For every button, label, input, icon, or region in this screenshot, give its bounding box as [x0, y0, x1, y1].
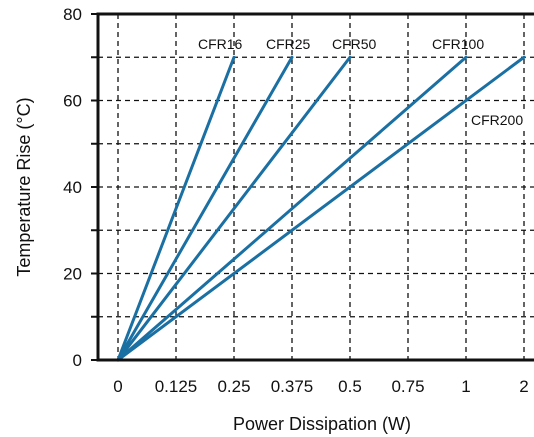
x-tick-label: 0.5 — [338, 377, 362, 396]
x-tick-label: 0.125 — [155, 377, 198, 396]
x-tick-label: 0 — [113, 377, 122, 396]
series-label-cfr50: CFR50 — [332, 36, 377, 52]
series-label-cfr100: CFR100 — [432, 36, 484, 52]
x-tick-label: 0.375 — [271, 377, 314, 396]
series-line-cfr200 — [116, 55, 526, 362]
series-label-cfr16: CFR16 — [198, 36, 243, 52]
y-tick-label: 20 — [63, 265, 82, 284]
x-tick-label: 0.25 — [217, 377, 250, 396]
y-tick-label: 40 — [63, 178, 82, 197]
x-axis-title: Power Dissipation (W) — [233, 414, 411, 434]
x-tick-label: 2 — [519, 377, 528, 396]
x-tick-label: 1 — [461, 377, 470, 396]
x-tick-label: 0.75 — [391, 377, 424, 396]
series-line-cfr16 — [116, 55, 236, 362]
series-line-cfr100 — [116, 55, 468, 362]
series-lines — [116, 55, 526, 362]
y-axis-title: Temperature Rise (°C) — [14, 97, 34, 276]
series-label-background — [469, 112, 534, 130]
y-tick-label: 60 — [63, 92, 82, 111]
series-line-cfr50 — [116, 55, 352, 362]
y-tick-label: 80 — [63, 5, 82, 24]
series-labels: CFR16 CFR25 CFR50 CFR100 CFR200 — [198, 36, 534, 130]
series-label-cfr25: CFR25 — [266, 36, 311, 52]
tick-labels: 0 20 40 60 80 0 0.125 0.25 0.375 0.5 0.75 1 2 — [63, 5, 529, 396]
series-line-cfr25 — [116, 55, 294, 362]
y-tick-label: 0 — [73, 351, 82, 370]
series-label-cfr200: CFR200 — [471, 112, 523, 128]
